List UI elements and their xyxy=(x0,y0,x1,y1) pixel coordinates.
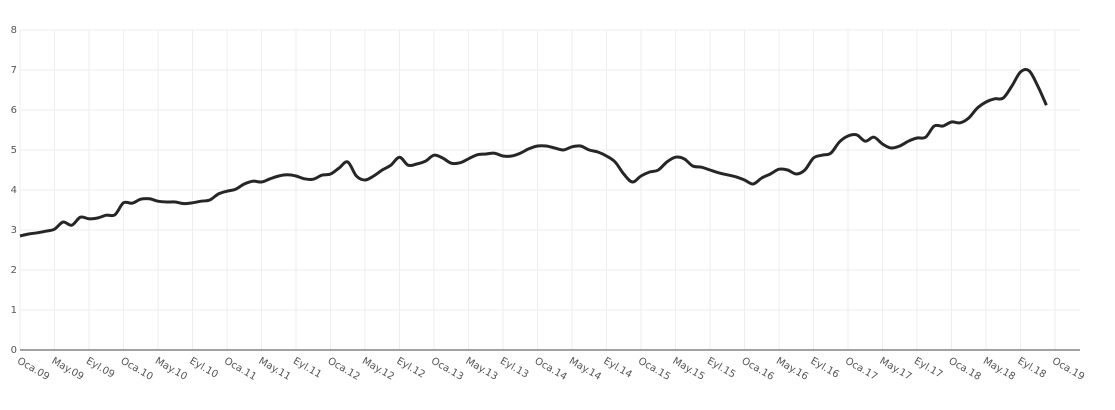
y-tick-label: 6 xyxy=(11,105,17,116)
x-tick-label: Eyl.18 xyxy=(1016,356,1048,381)
x-tick-label: Eyl.10 xyxy=(188,356,220,381)
x-tick-label: Oca.15 xyxy=(636,356,672,383)
x-tick-label: Oca.18 xyxy=(947,356,983,383)
x-tick-label: May.13 xyxy=(464,356,500,383)
x-tick-label: May.18 xyxy=(981,356,1017,383)
x-tick-label: Eyl.17 xyxy=(912,356,944,381)
y-tick-label: 3 xyxy=(11,225,17,236)
x-tick-label: Eyl.13 xyxy=(498,356,530,381)
x-tick-label: Oca.19 xyxy=(1050,356,1086,383)
x-tick-label: Eyl.11 xyxy=(291,356,323,381)
x-tick-label: May.17 xyxy=(878,356,914,383)
y-tick-label: 1 xyxy=(11,305,17,316)
x-tick-label: Oca.14 xyxy=(533,356,569,383)
x-tick-label: Eyl.16 xyxy=(809,356,841,381)
x-tick-label: May.09 xyxy=(50,356,86,383)
x-tick-label: May.16 xyxy=(774,356,810,383)
y-tick-label: 0 xyxy=(11,345,17,356)
y-tick-label: 4 xyxy=(11,185,17,196)
x-tick-label: Oca.16 xyxy=(740,356,776,383)
x-tick-label: May.12 xyxy=(360,356,396,383)
x-tick-label: Eyl.15 xyxy=(705,356,737,381)
x-tick-label: Eyl.09 xyxy=(84,356,116,381)
x-tick-label: May.15 xyxy=(671,356,707,383)
x-tick-label: Eyl.14 xyxy=(602,356,634,381)
x-tick-label: Oca.13 xyxy=(429,356,465,383)
x-tick-label: May.10 xyxy=(153,356,189,383)
x-tick-label: Oca.11 xyxy=(222,356,258,383)
x-tick-label: May.11 xyxy=(257,356,293,383)
y-tick-label: 2 xyxy=(11,265,17,276)
y-tick-label: 8 xyxy=(11,25,17,36)
x-tick-label: Oca.17 xyxy=(843,356,879,383)
y-tick-label: 5 xyxy=(11,145,17,156)
x-tick-label: Oca.10 xyxy=(119,356,155,383)
x-tick-label: Oca.12 xyxy=(326,356,362,383)
x-tick-label: Oca.09 xyxy=(15,356,51,383)
y-tick-label: 7 xyxy=(11,65,17,76)
x-tick-label: May.14 xyxy=(567,356,603,383)
line xyxy=(19,67,1048,238)
x-tick-label: Eyl.12 xyxy=(395,356,427,381)
